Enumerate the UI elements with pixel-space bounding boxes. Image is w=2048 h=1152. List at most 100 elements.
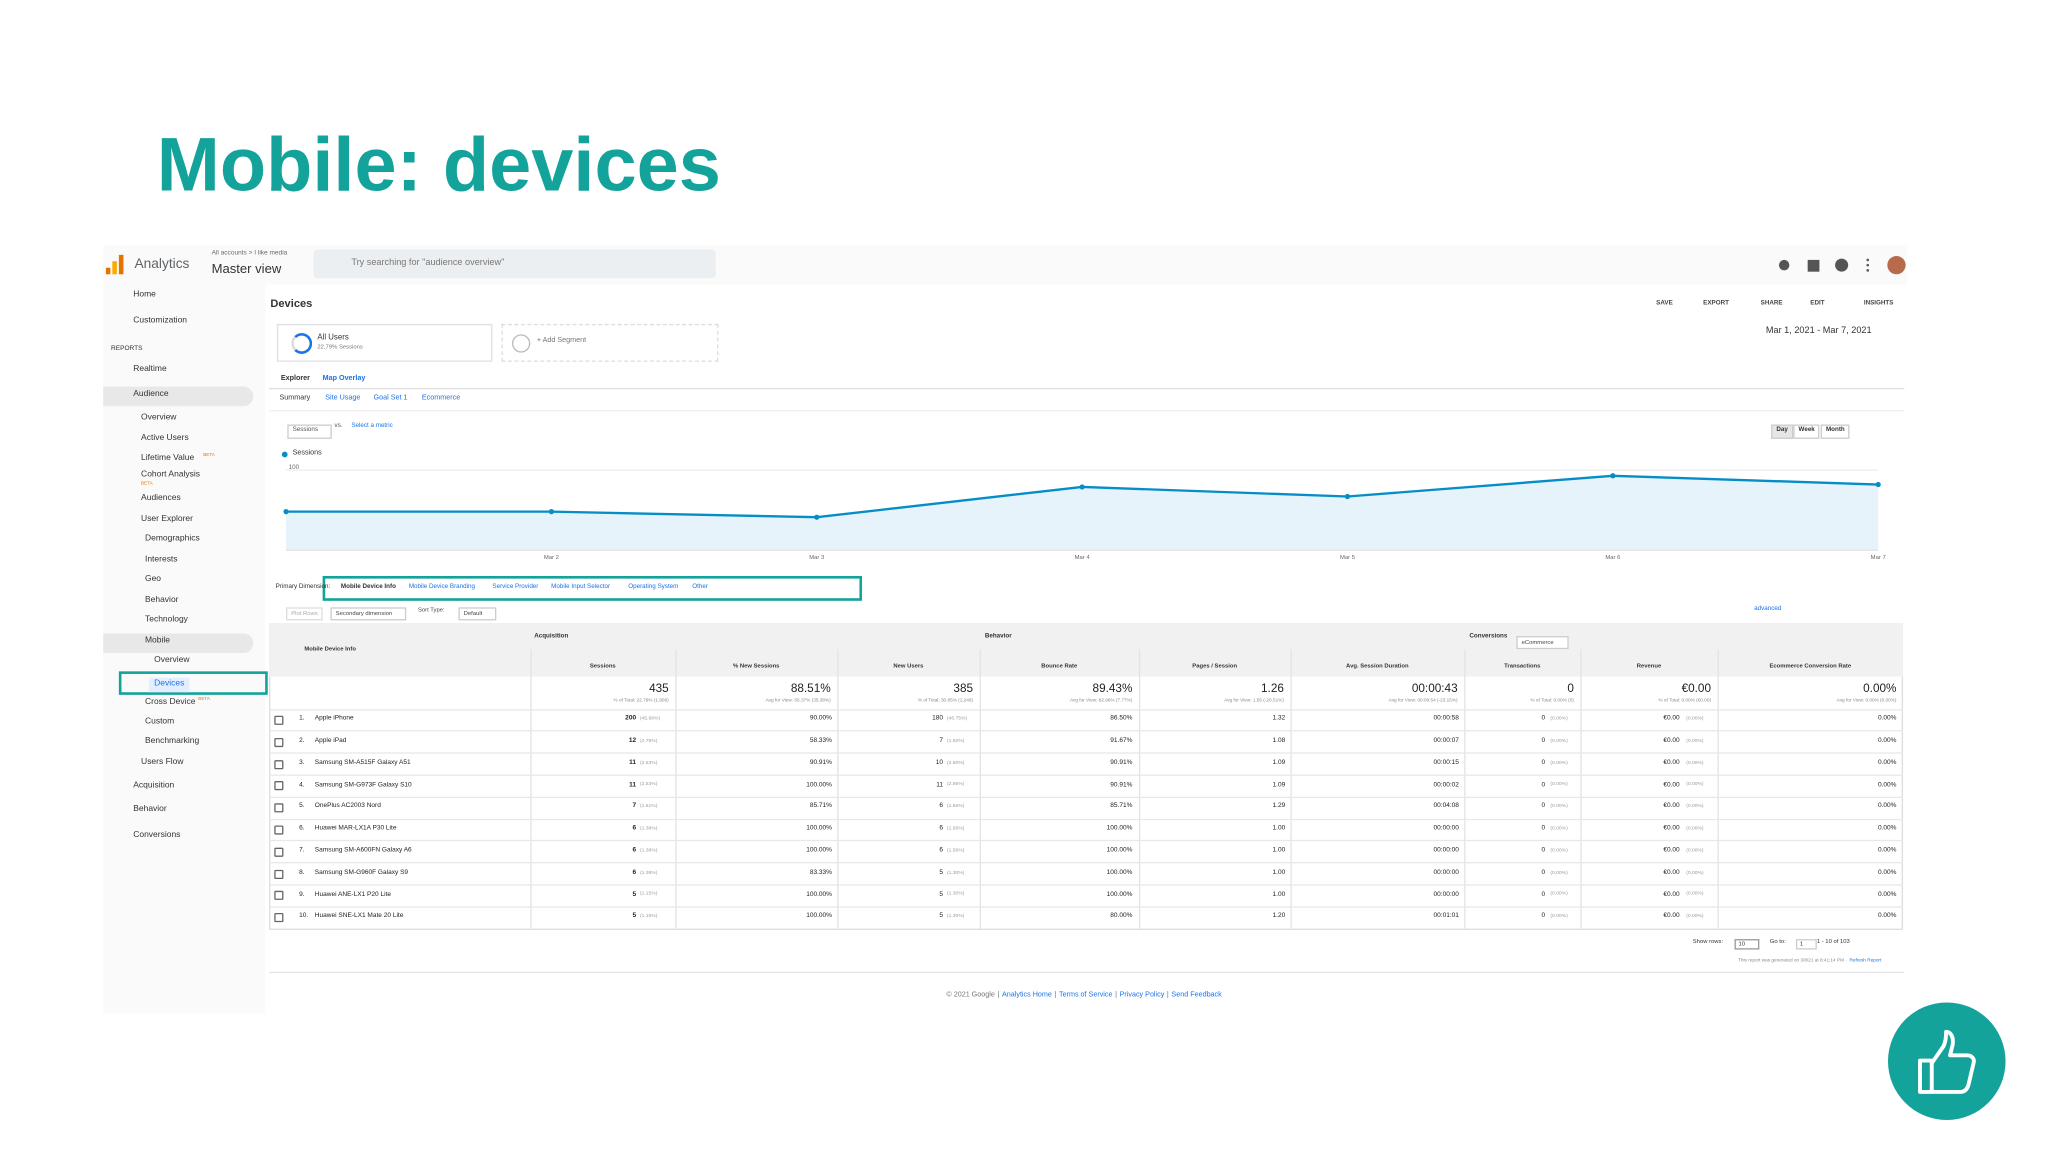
action-button[interactable]: INSIGHTS [1863,300,1894,308]
device-name[interactable]: Apple iPhone [314,714,354,723]
tab[interactable]: Map Overlay [322,374,366,383]
nav-item[interactable]: Technology [144,615,188,625]
separator: | [1054,991,1057,1000]
cell: (1.15%) [639,891,658,897]
plot-rows[interactable]: Plot Rows [286,606,323,621]
column-header[interactable]: Mobile Device Info [304,644,356,652]
nav-item[interactable]: Customization [133,316,188,326]
nav-item[interactable]: Mobile [144,636,170,646]
dimension-tab[interactable]: Operating System [628,584,679,591]
row-checkbox[interactable] [274,825,284,835]
advanced-link[interactable]: advanced [1754,606,1782,614]
column-header[interactable]: % New Sessions [733,661,780,669]
action-button[interactable]: SHARE [1760,300,1783,308]
nav-item[interactable]: User Explorer [141,515,193,525]
nav-item[interactable]: Behavior [144,596,179,606]
row-checkbox[interactable] [274,803,284,813]
column-header[interactable]: Revenue [1636,661,1662,669]
footer-link[interactable]: Terms of Service [1058,991,1113,1000]
nav-item[interactable]: Conversions [133,831,181,841]
subtab[interactable]: Site Usage [325,394,361,403]
row-checkbox[interactable] [274,737,284,747]
device-name[interactable]: Huawei MAR-LX1A P30 Lite [314,824,397,833]
footer-link[interactable]: Send Feedback [1171,991,1222,1000]
column-header[interactable]: Avg. Session Duration [1346,661,1409,669]
device-name[interactable]: OnePlus AC2003 Nord [314,802,381,811]
nav-item[interactable]: Cross Device [144,698,196,708]
sort-select[interactable]: Default [458,606,497,621]
nav-item[interactable]: Overview [141,413,177,423]
nav-item[interactable]: Custom [144,717,175,727]
row-checkbox[interactable] [274,869,284,879]
footer-link[interactable]: Analytics Home [1001,991,1052,1000]
column-header[interactable]: Pages / Session [1192,661,1238,669]
subtab[interactable]: Goal Set 1 [373,394,408,403]
dimension-tab[interactable]: Other [692,584,708,591]
row-checkbox[interactable] [274,847,284,857]
device-name[interactable]: Samsung SM-G960F Galaxy S9 [314,868,409,877]
date-range[interactable]: Mar 1, 2021 - Mar 7, 2021 [1765,326,1872,336]
nav-item[interactable]: Users Flow [141,758,184,768]
device-name[interactable]: Apple iPad [314,736,347,745]
device-name[interactable]: Samsung SM-G973F Galaxy S10 [314,780,412,789]
nav-item[interactable]: Benchmarking [144,737,200,747]
dimension-tab[interactable]: Mobile Device Branding [408,584,475,591]
nav-item[interactable]: Geo [144,575,162,585]
column-header[interactable]: New Users [893,661,924,669]
granularity[interactable]: Week [1793,424,1821,440]
action-button[interactable]: EDIT [1810,300,1825,308]
secondary-dimension[interactable]: Secondary dimension [330,606,407,621]
tab[interactable]: Explorer [280,374,310,383]
total-sub: Avg for View: 65.37% (35.38%) [765,697,831,703]
nav-item[interactable]: Lifetime Value [141,453,195,463]
column-header[interactable]: Ecommerce Conversion Rate [1769,661,1852,669]
nav-item[interactable]: Behavior [133,805,167,815]
column-header[interactable]: Transactions [1504,661,1541,669]
col-divider [1464,649,1466,930]
goto-input[interactable]: 1 [1795,938,1817,950]
nav-item[interactable]: Devices [148,678,190,693]
nav-item[interactable]: Realtime [133,364,167,375]
cell: 200 [625,714,637,723]
view-selector[interactable]: Master view [211,261,282,277]
column-header[interactable]: Sessions [589,661,616,669]
row-checkbox[interactable] [274,715,284,725]
footer-link[interactable]: Privacy Policy [1119,991,1165,1000]
dimension-tab[interactable]: Service Provider [492,584,539,591]
nav-item[interactable]: Active Users [141,434,189,444]
device-name[interactable]: Samsung SM-A600FN Galaxy A6 [314,846,412,855]
nav-item[interactable]: Demographics [144,534,200,544]
dimension-tab[interactable]: Mobile Device Info [340,584,396,591]
dimension-tab[interactable]: Mobile Input Selector [551,584,611,591]
subtab[interactable]: Summary [279,394,311,403]
nav-item[interactable]: Cohort Analysis [141,470,201,480]
nav-item[interactable]: Interests [144,555,178,565]
nav-item[interactable]: Audience [133,389,169,399]
cell: (0.00%) [1686,803,1704,809]
granularity[interactable]: Month [1820,424,1850,440]
select-metric[interactable]: Select a metric [351,423,393,431]
nav-item[interactable]: Audiences [141,494,181,504]
action-button[interactable]: EXPORT [1703,300,1729,308]
refresh-link[interactable]: Refresh Report [1849,957,1882,963]
row-checkbox[interactable] [274,891,284,901]
row-checkbox[interactable] [274,759,284,769]
rows-select[interactable]: 10 [1734,938,1760,950]
nav-item[interactable]: Home [133,290,156,300]
granularity[interactable]: Day [1771,424,1794,440]
row-checkbox[interactable] [274,913,284,923]
action-button[interactable]: SAVE [1656,300,1673,308]
device-name[interactable]: Huawei ANE-LX1 P20 Lite [314,890,392,899]
device-name[interactable]: Huawei SNE-LX1 Mate 20 Lite [314,912,404,921]
add-segment[interactable]: + Add Segment [536,336,587,345]
metric-select[interactable]: Sessions [287,424,333,440]
total-sub: % of Total: 0.00% (0) [1530,697,1574,703]
nav-item[interactable]: Acquisition [133,781,175,791]
nav-item[interactable]: Overview [154,656,190,666]
group-select[interactable]: eCommerce [1516,635,1569,650]
row-checkbox[interactable] [274,781,284,791]
cell: 4. [299,780,305,789]
device-name[interactable]: Samsung SM-A515F Galaxy A51 [314,758,411,767]
column-header[interactable]: Bounce Rate [1041,661,1078,669]
subtab[interactable]: Ecommerce [421,394,461,403]
